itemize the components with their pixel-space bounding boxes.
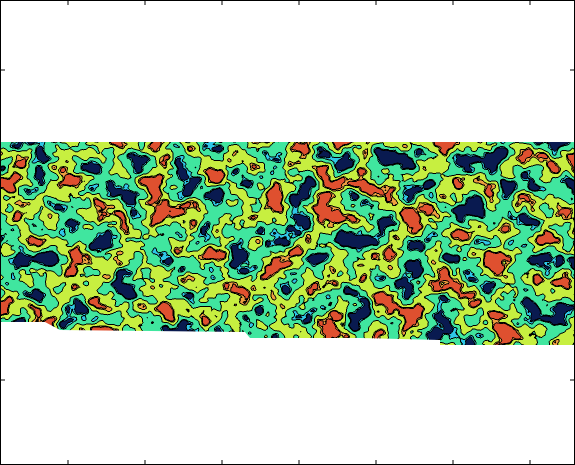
contour-field: [0, 142, 575, 345]
contour-fill: [0, 142, 575, 345]
